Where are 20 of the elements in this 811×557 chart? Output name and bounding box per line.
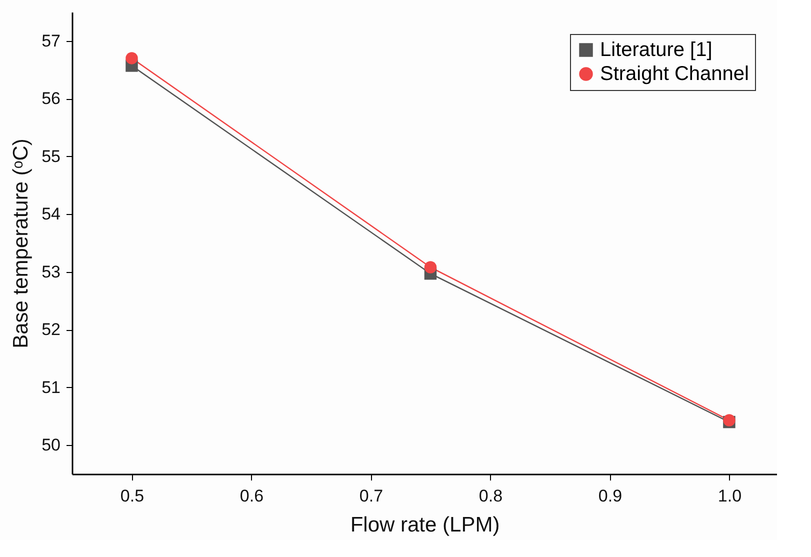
y-tick-label: 54 xyxy=(42,204,60,224)
point xyxy=(424,261,437,274)
point xyxy=(126,52,138,64)
x-tick-label: 1.0 xyxy=(718,486,742,506)
y-tick-label: 57 xyxy=(42,31,60,50)
y-tick-label: 52 xyxy=(42,320,60,340)
x-axis-title: Flow rate (LPM) xyxy=(350,514,500,536)
legend-label: Straight Channel xyxy=(600,63,749,85)
y-tick-label: 50 xyxy=(42,436,60,455)
x-tick-label: 0.6 xyxy=(240,486,264,506)
y-tick-label: 55 xyxy=(42,146,60,166)
y-tick-label: 56 xyxy=(42,89,60,108)
y-tick-label: 51 xyxy=(42,378,60,397)
y-axis-title: Base temperature (ᵒC) xyxy=(10,138,33,348)
x-tick-label: 0.7 xyxy=(359,486,384,506)
y-tick-label: 53 xyxy=(42,262,60,282)
legend-label: Literature [1] xyxy=(600,39,712,61)
x-tick-label: 0.5 xyxy=(120,486,144,506)
x-tick-label: 0.8 xyxy=(478,486,503,506)
x-tick-label: 0.9 xyxy=(598,486,622,506)
